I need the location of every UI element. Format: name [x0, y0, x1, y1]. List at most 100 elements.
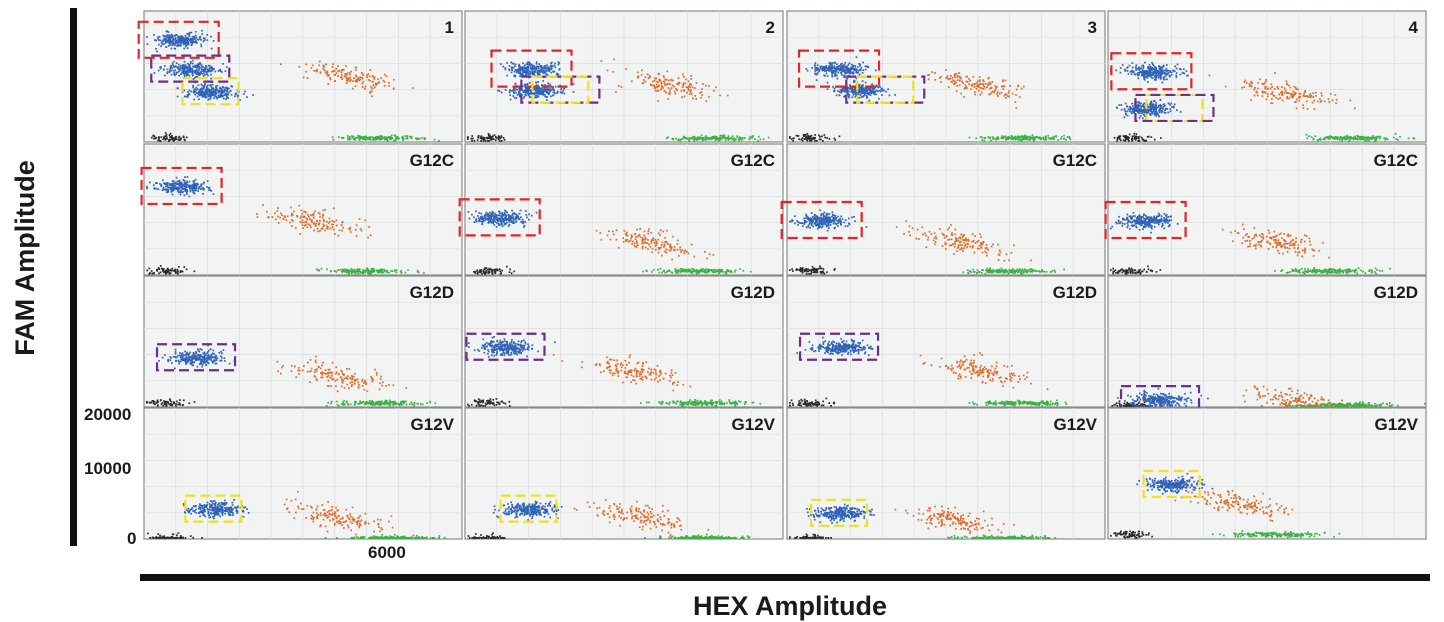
droplet [1159, 104, 1162, 106]
droplet [1130, 111, 1133, 114]
droplet [542, 89, 545, 92]
droplet [502, 137, 505, 139]
droplet [718, 138, 721, 141]
droplet [1152, 73, 1155, 76]
droplet [192, 39, 194, 41]
droplet [539, 69, 541, 72]
droplet [348, 137, 351, 140]
droplet [852, 68, 855, 70]
droplet [342, 137, 345, 139]
droplet [176, 180, 179, 183]
droplet [217, 94, 220, 97]
droplet [200, 43, 202, 46]
droplet [1017, 136, 1020, 139]
droplet [968, 136, 971, 139]
droplet [524, 67, 526, 69]
droplet [660, 88, 662, 91]
droplet [854, 92, 857, 95]
droplet [642, 82, 645, 84]
droplet [940, 81, 942, 84]
droplet [1119, 138, 1121, 140]
droplet [375, 137, 377, 139]
droplet [1269, 87, 1272, 90]
droplet [326, 75, 329, 77]
droplet [369, 69, 372, 71]
droplet [480, 136, 483, 139]
droplet [356, 79, 358, 81]
droplet [201, 84, 204, 87]
droplet [217, 70, 220, 72]
droplet [1175, 74, 1178, 77]
droplet [1148, 68, 1151, 71]
droplet [872, 89, 875, 92]
droplet [858, 63, 861, 65]
droplet [182, 184, 184, 186]
droplet [1145, 111, 1147, 114]
droplet [848, 70, 851, 73]
droplet [322, 68, 325, 70]
droplet [826, 137, 828, 139]
droplet [705, 84, 707, 87]
droplet [162, 43, 164, 46]
droplet [940, 75, 942, 78]
droplet [185, 183, 188, 186]
droplet [345, 74, 348, 77]
droplet [488, 140, 491, 142]
droplet [193, 192, 196, 195]
droplet [176, 268, 179, 271]
droplet [360, 71, 363, 74]
droplet [394, 139, 397, 142]
droplet [354, 272, 356, 275]
droplet [1309, 93, 1312, 95]
droplet [171, 44, 173, 47]
droplet [1116, 136, 1119, 139]
droplet [1129, 106, 1132, 109]
droplet [150, 136, 153, 139]
droplet [1305, 100, 1308, 103]
droplet [860, 87, 862, 90]
droplet [197, 64, 199, 67]
droplet [175, 188, 177, 191]
droplet [979, 82, 982, 85]
droplet [852, 89, 855, 92]
droplet [388, 81, 390, 84]
droplet [200, 66, 203, 69]
droplet [193, 89, 195, 92]
droplet [1150, 75, 1152, 77]
droplet [191, 67, 193, 70]
droplet [814, 62, 817, 65]
droplet [202, 92, 205, 95]
droplet [527, 73, 530, 76]
droplet [1120, 108, 1123, 111]
droplet [1270, 83, 1273, 86]
droplet [1413, 137, 1416, 140]
droplet [384, 135, 387, 138]
droplet [323, 65, 325, 67]
droplet [371, 87, 373, 90]
droplet [866, 96, 869, 98]
droplet [322, 223, 325, 226]
droplet [476, 269, 478, 272]
droplet [177, 38, 180, 40]
droplet [540, 84, 543, 86]
droplet [663, 76, 665, 79]
droplet [1150, 67, 1153, 70]
droplet [1118, 104, 1121, 106]
droplet [648, 75, 651, 77]
droplet [954, 76, 956, 79]
droplet [1158, 115, 1160, 118]
droplet [680, 90, 683, 92]
droplet [480, 140, 482, 142]
droplet [193, 182, 196, 185]
droplet [822, 140, 824, 142]
droplet [1151, 66, 1154, 69]
droplet [171, 62, 174, 65]
droplet [185, 41, 188, 43]
droplet [853, 69, 856, 72]
droplet [195, 42, 198, 44]
droplet [169, 35, 171, 38]
droplet [497, 136, 500, 139]
droplet [530, 96, 533, 99]
droplet [481, 223, 483, 226]
droplet [381, 271, 383, 274]
